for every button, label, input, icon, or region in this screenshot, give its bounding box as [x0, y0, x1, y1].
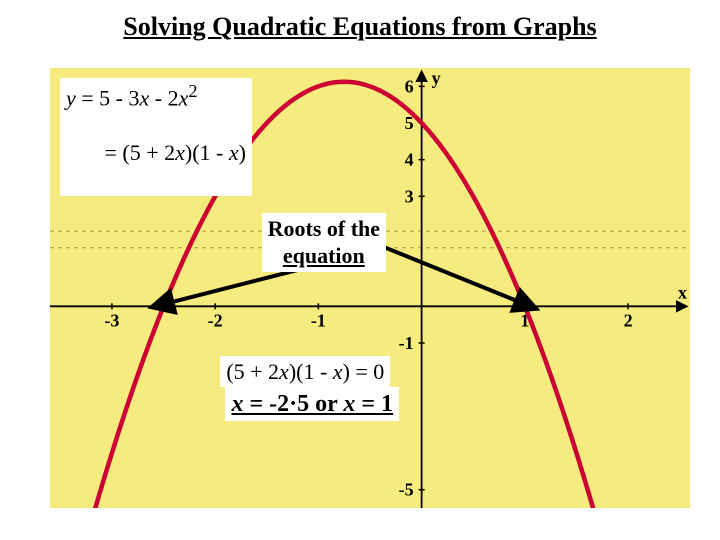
svg-text:6: 6: [405, 76, 414, 96]
svg-text:y: y: [432, 68, 441, 88]
solution-box: x = -2·5 or x = 1: [225, 387, 399, 421]
svg-text:-1: -1: [399, 333, 414, 353]
slide-title: Solving Quadratic Equations from Graphs: [0, 12, 720, 42]
svg-text:3: 3: [405, 186, 414, 206]
factored-zero-box: (5 + 2x)(1 - x) = 0: [220, 356, 390, 388]
svg-text:-2: -2: [208, 310, 223, 330]
title-text: Solving Quadratic Equations from Graphs: [123, 12, 596, 41]
svg-text:2: 2: [624, 310, 633, 330]
equation-line-1: y = 5 - 3x - 2x2: [66, 80, 246, 112]
roots-label-line1: Roots of the: [268, 216, 380, 241]
svg-text:-5: -5: [399, 480, 414, 500]
svg-text:x: x: [678, 282, 687, 302]
roots-label-box: Roots of the equation: [262, 213, 386, 272]
equation-box: y = 5 - 3x - 2x2 = (5 + 2x)(1 - x): [60, 78, 252, 196]
svg-text:-3: -3: [104, 310, 119, 330]
roots-label-line2: equation: [283, 243, 365, 268]
svg-text:4: 4: [405, 150, 414, 170]
svg-text:-1: -1: [311, 310, 326, 330]
equation-line-2: = (5 + 2x)(1 - x): [66, 112, 246, 195]
